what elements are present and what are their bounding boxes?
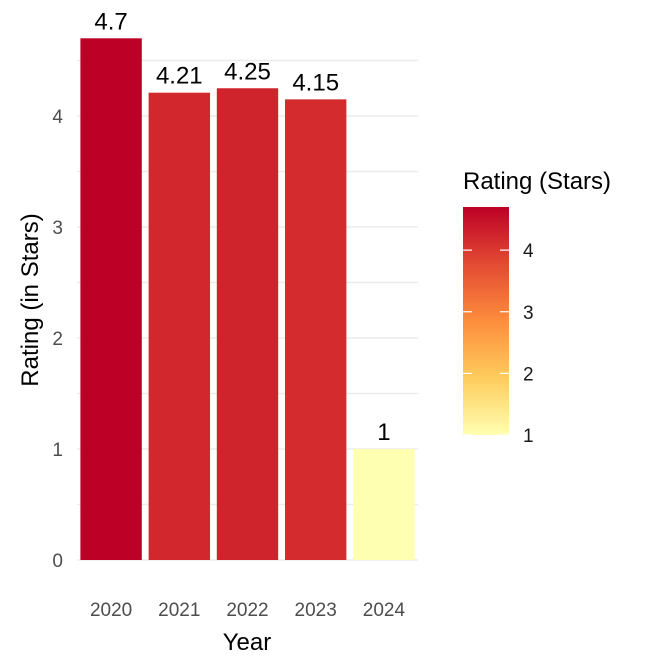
data-label-2021: 4.21: [156, 63, 203, 90]
data-label-2023: 4.15: [292, 69, 339, 96]
legend-title: Rating (Stars): [463, 168, 611, 195]
legend-tick-label-1: 1: [523, 426, 534, 447]
data-label-2024: 1: [377, 419, 390, 446]
x-tick-label-2022: 2022: [226, 600, 268, 621]
x-axis-tick-labels: 2020 2021 2022 2023 2024: [90, 600, 406, 621]
y-axis-title: Rating (in Stars): [17, 213, 44, 386]
data-label-2022: 4.25: [224, 58, 271, 85]
data-labels: 4.7 4.21 4.25 4.15 1: [94, 8, 390, 446]
x-tick-label-2024: 2024: [363, 600, 406, 621]
y-axis-tick-labels: 0 1 2 3 4: [52, 107, 63, 572]
legend-ticks: 1 2 3 4: [463, 241, 534, 447]
x-axis-title: Year: [223, 629, 272, 656]
bars: [80, 38, 415, 561]
legend-tick-label-4: 4: [523, 241, 534, 262]
bar-2023: [285, 99, 347, 560]
data-label-2020: 4.7: [94, 8, 127, 35]
y-tick-label-1: 1: [52, 440, 63, 461]
bar-2022: [216, 88, 279, 560]
x-tick-label-2023: 2023: [295, 600, 337, 621]
bar-2024: [353, 449, 415, 560]
y-tick-label-4: 4: [52, 107, 63, 128]
y-tick-label-0: 0: [52, 551, 63, 572]
legend-tick-label-3: 3: [523, 303, 534, 324]
bar-2021: [148, 92, 210, 560]
y-tick-label-3: 3: [52, 218, 63, 239]
bar-2020: [80, 38, 142, 561]
legend: Rating (Stars) 1 2 3 4: [463, 168, 611, 447]
legend-tick-label-2: 2: [523, 364, 534, 385]
legend-colorbar: [463, 207, 509, 435]
x-tick-label-2021: 2021: [158, 600, 200, 621]
y-tick-label-2: 2: [52, 329, 63, 350]
x-tick-label-2020: 2020: [90, 600, 132, 621]
